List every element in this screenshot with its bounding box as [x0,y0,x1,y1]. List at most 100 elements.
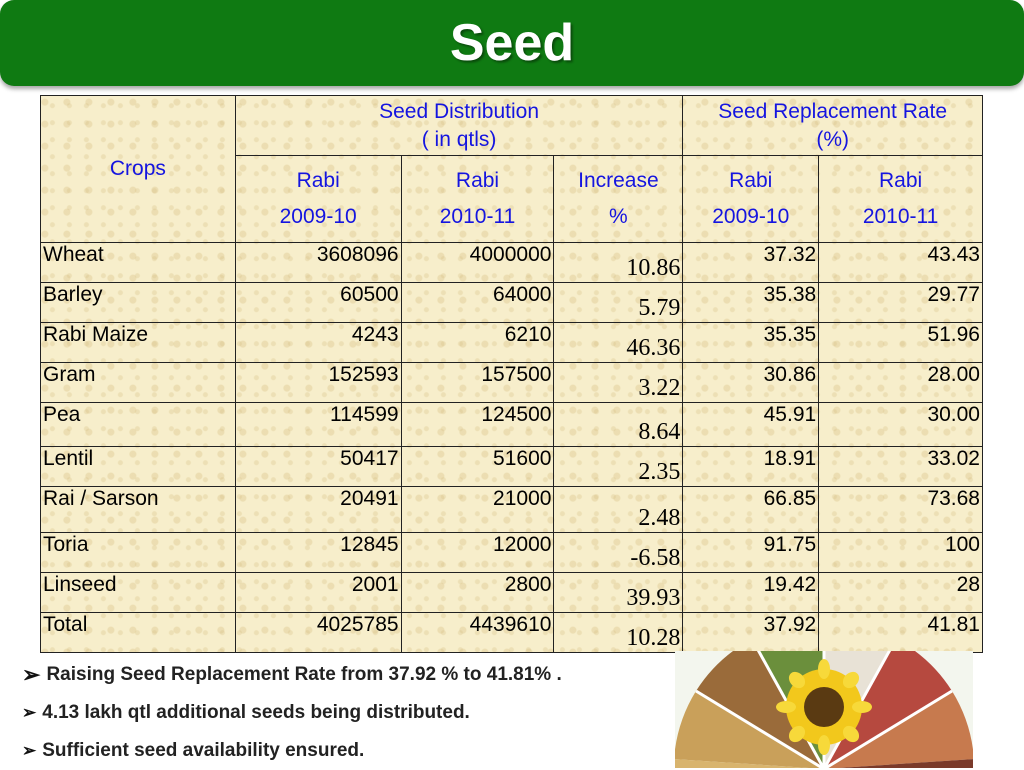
crop-name-cell: Linseed [40,572,236,613]
distribution-2010-11-cell: 21000 [400,486,555,533]
bullet-text: Sufficient seed availability ensured. [42,740,365,761]
crop-name-cell: Gram [40,362,236,403]
increase-percent-cell: 2.35 [553,446,684,487]
bullet-text: Raising Seed Replacement Rate from 37.92… [46,664,562,685]
bullet-list: ➢ Raising Seed Replacement Rate from 37.9… [22,656,672,770]
crop-name-cell: Toria [40,532,236,573]
subheader-line: Rabi [729,169,773,192]
sunflower-icon [776,659,872,755]
increase-percent-cell: 2.48 [553,486,684,533]
subheader-line: 2010-11 [862,205,939,228]
distribution-2009-10-cell: 12845 [234,532,402,573]
replacement-rate-2010-11-cell: 73.68 [818,486,983,533]
subheader-increase-percent: Increase% [553,155,684,243]
increase-percent-cell: -6.58 [553,532,684,573]
crop-name-cell: Wheat [40,242,236,283]
replacement-rate-2010-11-cell: 43.43 [818,242,983,283]
distribution-2009-10-cell: 2001 [234,572,402,613]
subheader-line: Rabi [878,169,923,192]
replacement-rate-2009-10-cell: 45.91 [682,402,820,447]
table-row: Toria 12845 12000 -6.58 91.75 100 [40,532,983,573]
distribution-2009-10-cell: 4243 [234,322,402,363]
distribution-2009-10-cell: 3608096 [234,242,402,283]
seed-wheel-illustration [675,651,973,768]
distribution-2009-10-cell: 152593 [234,362,402,403]
subheader-line: 2009-10 [279,205,357,228]
header-seed-distribution-line1: Seed Distribution [379,100,539,123]
crop-name-cell: Barley [40,282,236,323]
distribution-2010-11-cell: 6210 [400,322,555,363]
distribution-2009-10-cell: 20491 [234,486,402,533]
table-row: Total 4025785 4439610 10.28 37.92 41.81 [40,612,983,653]
title-bar: Seed [0,0,1024,86]
distribution-2010-11-cell: 51600 [400,446,555,487]
bullet-text: 4.13 lakh qtl additional seeds being dis… [42,702,470,723]
subheader-dist-2009-10: Rabi 2009-10 [234,155,402,243]
seed-wheel-image [675,651,973,768]
header-seed-replacement-line1: Seed Replacement Rate [718,100,948,123]
replacement-rate-2010-11-cell: 30.00 [818,402,983,447]
distribution-2010-11-cell: 4000000 [400,242,555,283]
subheader-line: 2010-11 [439,205,516,228]
crop-name-cell: Total [40,612,236,653]
header-seed-distribution-line2: ( in qtls) [421,128,497,151]
subheader-srr-2010-11: Rabi 2010-11 [818,155,983,243]
distribution-2010-11-cell: 4439610 [400,612,555,653]
increase-percent-cell: 10.86 [553,242,684,283]
replacement-rate-2009-10-cell: 19.42 [682,572,820,613]
table-row: Wheat 3608096 4000000 10.86 37.32 43.43 [40,242,983,283]
table-row: Pea 114599 124500 8.64 45.91 30.00 [40,402,983,447]
subheader-line: % [609,205,628,228]
distribution-2009-10-cell: 4025785 [234,612,402,653]
increase-percent-cell: 8.64 [553,402,684,447]
replacement-rate-2009-10-cell: 35.38 [682,282,820,323]
increase-percent-cell: 10.28 [553,612,684,653]
distribution-2010-11-cell: 157500 [400,362,555,403]
distribution-2009-10-cell: 50417 [234,446,402,487]
page-title: Seed [449,14,575,72]
increase-percent-cell: 46.36 [553,322,684,363]
crop-name-cell: Rabi Maize [40,322,236,363]
table-row: Barley 60500 64000 5.79 35.38 29.77 [40,282,983,323]
header-seed-replacement-line2: (%) [816,128,849,151]
bullet-item: ➢ Sufficient seed availability ensured. [22,732,672,770]
seed-table: Crops Seed Distribution ( in qtls) Seed … [40,95,983,653]
bullet-item: ➢ 4.13 lakh qtl additional seeds being di… [22,694,672,732]
replacement-rate-2010-11-cell: 33.02 [818,446,983,487]
subheader-srr-2009-10: Rabi 2009-10 [682,155,820,243]
distribution-2010-11-cell: 124500 [400,402,555,447]
crop-name-cell: Lentil [40,446,236,487]
replacement-rate-2010-11-cell: 28 [818,572,983,613]
distribution-2009-10-cell: 114599 [234,402,402,447]
distribution-2010-11-cell: 12000 [400,532,555,573]
replacement-rate-2010-11-cell: 29.77 [818,282,983,323]
replacement-rate-2009-10-cell: 66.85 [682,486,820,533]
table-row: Gram 152593 157500 3.22 30.86 28.00 [40,362,983,403]
distribution-2010-11-cell: 2800 [400,572,555,613]
subheader-line: Rabi [296,169,340,192]
subheader-line: Increase [578,169,659,192]
table-row: Lentil 50417 51600 2.35 18.91 33.02 [40,446,983,487]
subheader-line: Rabi [455,169,500,192]
replacement-rate-2010-11-cell: 51.96 [818,322,983,363]
crop-name-cell: Pea [40,402,236,447]
arrow-bullet-icon: ➢ [22,741,37,760]
header-crops: Crops [40,95,236,243]
replacement-rate-2010-11-cell: 28.00 [818,362,983,403]
increase-percent-cell: 5.79 [553,282,684,323]
table-row: Linseed 2001 2800 39.93 19.42 28 [40,572,983,613]
replacement-rate-2009-10-cell: 18.91 [682,446,820,487]
distribution-2010-11-cell: 64000 [400,282,555,323]
increase-percent-cell: 3.22 [553,362,684,403]
replacement-rate-2009-10-cell: 91.75 [682,532,820,573]
increase-percent-cell: 39.93 [553,572,684,613]
replacement-rate-2010-11-cell: 41.81 [818,612,983,653]
replacement-rate-2009-10-cell: 37.92 [682,612,820,653]
crop-name-cell: Rai / Sarson [40,486,236,533]
arrow-bullet-icon: ➢ [22,662,41,687]
replacement-rate-2009-10-cell: 30.86 [682,362,820,403]
distribution-2009-10-cell: 60500 [234,282,402,323]
table-row: Rai / Sarson 20491 21000 2.48 66.85 73.68 [40,486,983,533]
subheader-line: 2009-10 [712,205,790,228]
replacement-rate-2010-11-cell: 100 [818,532,983,573]
